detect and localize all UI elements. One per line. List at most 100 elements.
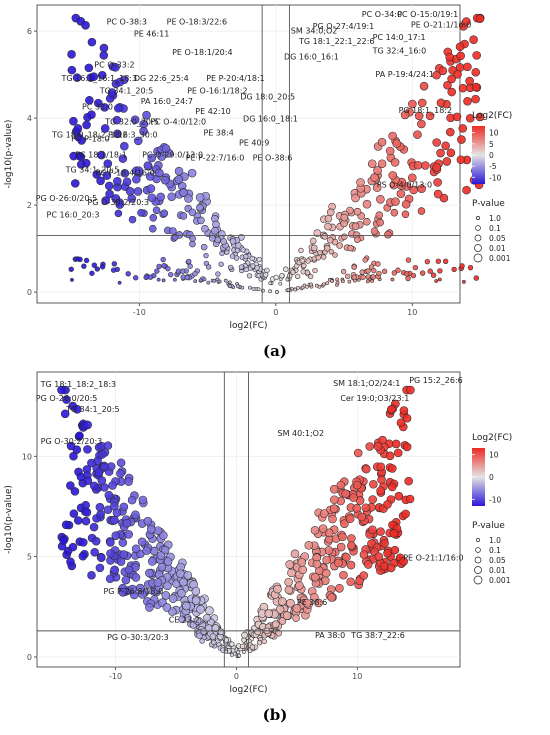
data-point [240,247,246,253]
data-point [317,249,323,256]
size-legend-label: 0.001 [489,254,511,263]
data-point [321,282,326,287]
data-point [298,247,304,254]
size-legend-label: 0.05 [489,234,506,243]
data-point [95,502,105,512]
data-point [191,596,201,606]
data-point [290,269,296,275]
data-point [388,464,397,473]
data-point [362,257,368,263]
data-point [375,261,381,267]
data-point [340,268,347,275]
data-point [408,173,417,183]
size-legend-label: 0.001 [489,576,511,585]
data-point [184,194,193,203]
data-point [60,409,70,419]
data-point [336,242,343,249]
data-point [323,244,331,252]
data-point [69,451,78,461]
y-tick-label: 4 [27,114,32,123]
data-point [139,127,148,136]
data-point [275,290,279,294]
data-point [68,542,78,552]
data-point [434,279,439,283]
data-point [336,542,346,552]
point-label: PG O-27:4/19:1 [313,22,375,31]
data-point [359,550,369,559]
data-point [256,640,263,646]
point-label: PE O-38:6 [253,154,293,163]
point-label: SM 18:1;O2/24:1 [333,379,400,388]
data-point [100,462,109,472]
data-point [87,570,96,580]
data-point [162,603,172,612]
size-legend-label: 0.1 [489,546,501,555]
data-point [103,159,113,168]
data-point [215,277,220,282]
data-point [202,277,207,282]
data-point [324,528,334,538]
data-point [344,273,351,280]
data-point [384,230,392,239]
data-point [292,604,302,613]
data-point [433,178,442,187]
data-point [405,494,415,504]
data-point [203,613,211,622]
data-point [117,280,122,285]
data-point [127,194,137,203]
data-point [183,570,193,580]
point-label: PE P-22:7/16:0 [186,154,245,163]
data-point [369,479,378,489]
data-point [215,271,221,277]
data-point [436,148,445,158]
data-point [310,593,319,602]
data-point [340,213,349,222]
data-point [115,77,125,87]
data-point [212,278,217,283]
data-point [455,42,465,52]
data-point [405,257,412,263]
data-point [224,649,229,654]
x-tick-label: 10 [407,308,417,317]
color-legend-label: -10 [489,173,501,182]
data-point [159,531,168,540]
data-point [184,614,192,622]
data-point [275,605,285,614]
data-point [160,256,166,263]
data-point [394,491,404,501]
data-point [59,536,68,545]
data-point [209,235,216,242]
data-point [234,247,241,254]
point-label: PC O-15:0/19:1 [397,10,458,19]
data-point [179,577,188,587]
data-point [161,591,171,600]
data-point [456,155,466,164]
data-point [402,413,412,423]
point-label: PG O-26:0/20:5 [36,394,98,403]
point-label: PG 15:2_26:6 [409,376,463,385]
data-point [372,183,382,192]
data-point [131,510,140,519]
data-point [310,572,320,582]
data-point [92,170,102,179]
data-point [78,551,88,561]
data-point [312,559,322,569]
data-point [427,268,433,274]
data-point [341,489,350,498]
data-point [119,550,129,559]
data-point [247,285,252,290]
data-point [137,209,145,217]
point-label: PG 18:1_18:2 [399,106,453,115]
data-point [229,641,235,647]
data-point [301,262,307,269]
data-point [268,289,273,294]
data-point [388,131,397,141]
data-point [277,597,287,606]
data-point [361,503,371,513]
data-point [57,385,66,395]
data-point [81,263,87,269]
data-point [113,177,122,186]
data-point [160,209,169,218]
data-point [401,199,411,209]
data-point [370,274,376,280]
